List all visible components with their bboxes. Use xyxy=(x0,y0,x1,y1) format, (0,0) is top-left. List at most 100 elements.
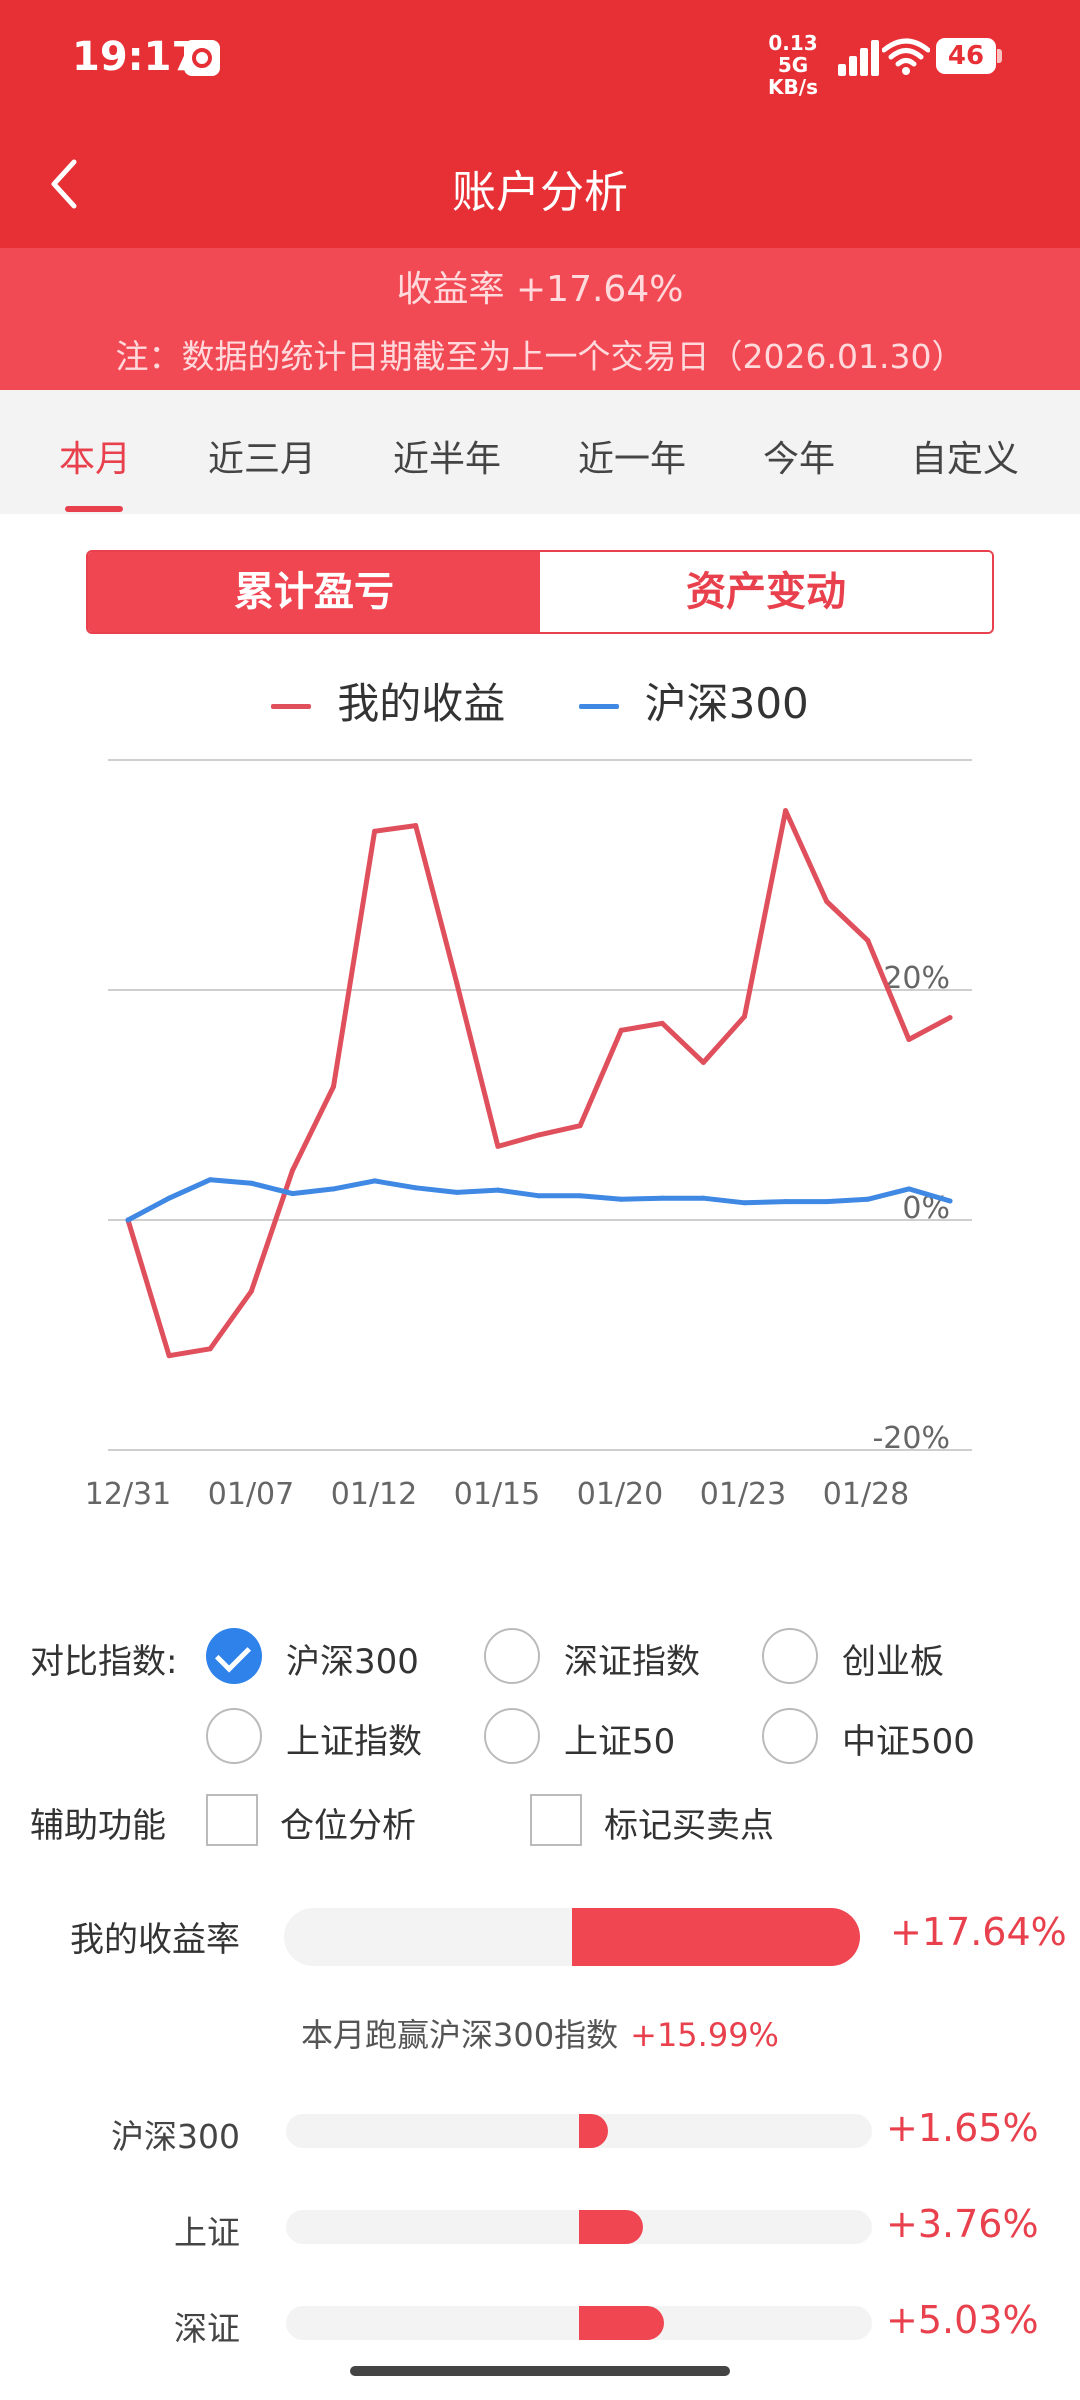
legend-label-my-return: 我的收益 xyxy=(337,679,506,728)
x-tick-label: 01/23 xyxy=(700,1477,786,1512)
data-point-my-return xyxy=(413,823,419,829)
data-point-hs300 xyxy=(248,1180,254,1186)
index-return-bar xyxy=(286,2306,872,2340)
data-point-my-return xyxy=(659,1020,665,1026)
compare-option-label: 深证指数 xyxy=(564,1642,700,1682)
data-point-hs300 xyxy=(331,1186,336,1192)
chart-series xyxy=(125,808,953,1359)
y-tick-label: -20% xyxy=(872,1421,950,1456)
series-line-my-return xyxy=(125,808,953,1359)
network-speed-unit: KB/s xyxy=(768,75,818,99)
radio-icon xyxy=(762,1708,818,1764)
data-point-hs300 xyxy=(372,1178,378,1184)
network-speed-value: 0.13 xyxy=(768,31,818,55)
wifi-icon xyxy=(882,38,930,75)
x-tick-label: 01/15 xyxy=(454,1477,540,1512)
index-return-bar-fill xyxy=(579,2306,664,2340)
page-title: 账户分析 xyxy=(452,167,628,218)
data-point-my-return xyxy=(289,1168,295,1174)
back-button[interactable] xyxy=(40,152,100,216)
outperform-value: +15.99% xyxy=(630,2016,779,2054)
index-return-bar xyxy=(286,2210,872,2244)
my-return-label: 我的收益率 xyxy=(70,1920,240,1960)
radio-icon xyxy=(206,1708,262,1764)
data-point-my-return xyxy=(577,1123,583,1129)
segment-cumulative-pnl[interactable]: 累计盈亏 xyxy=(88,552,540,632)
index-return-label: 沪深300 xyxy=(111,2117,240,2156)
data-point-my-return xyxy=(700,1059,706,1065)
compare-option-label: 上证50 xyxy=(564,1722,676,1762)
data-point-my-return xyxy=(166,1353,172,1359)
aux-function-label: 辅助功能 xyxy=(30,1806,166,1846)
data-point-my-return xyxy=(906,1036,912,1042)
tab-custom[interactable]: 自定义 xyxy=(910,439,1020,480)
index-return-label: 深证 xyxy=(174,2309,240,2348)
x-axis-ticks: 12/31 01/07 01/12 01/15 01/20 01/23 01/28 xyxy=(85,1477,909,1512)
y-tick-label: 20% xyxy=(883,961,950,996)
segment-asset-change[interactable]: 资产变动 xyxy=(540,552,992,632)
return-banner: 收益率 +17.64% 注：数据的统计日期截至为上一个交易日（2026.01.3… xyxy=(0,248,1080,390)
data-point-hs300 xyxy=(700,1195,706,1201)
chart-gridlines xyxy=(108,759,972,1451)
battery-level: 46 xyxy=(936,38,996,74)
index-return-value: +1.65% xyxy=(886,2106,1039,2150)
legend-my-return[interactable]: 我的收益 xyxy=(271,670,505,731)
return-rate: 收益率 +17.64% xyxy=(0,260,1080,312)
index-return-value: +5.03% xyxy=(886,2298,1039,2342)
data-point-hs300 xyxy=(413,1185,419,1191)
chart-legend: 我的收益 沪深300 xyxy=(0,670,1080,730)
data-point-hs300 xyxy=(742,1200,747,1206)
legend-label-hs300: 沪深300 xyxy=(644,679,809,728)
data-point-hs300 xyxy=(454,1189,460,1195)
index-return-label: 上证 xyxy=(174,2213,240,2252)
tab-one-year[interactable]: 近一年 xyxy=(577,439,687,480)
battery-icon: 46 xyxy=(936,38,1002,74)
app-header: 账户分析 xyxy=(0,120,1080,248)
return-line-chart[interactable]: 20%0%-20% 12/31 01/07 01/12 01/15 01/20 01/23… xyxy=(0,740,1080,1520)
data-point-my-return xyxy=(618,1027,624,1033)
tab-this-month[interactable]: 本月 xyxy=(58,439,132,480)
data-point-my-return xyxy=(536,1132,542,1138)
data-point-my-return xyxy=(947,1015,953,1021)
legend-swatch-hs300 xyxy=(578,704,619,709)
tab-this-year[interactable]: 今年 xyxy=(762,439,836,480)
data-point-hs300 xyxy=(865,1196,871,1202)
data-point-hs300 xyxy=(824,1199,830,1205)
radio-icon xyxy=(762,1628,818,1684)
index-return-bar-fill xyxy=(579,2114,609,2148)
data-point-hs300 xyxy=(659,1195,665,1201)
outperform-text: 本月跑赢沪深300指数 xyxy=(301,2016,619,2054)
status-bar: 19:17 0.13 5G KB/s 46 xyxy=(0,0,1080,120)
checked-radio-icon xyxy=(206,1628,262,1684)
compare-index-label: 对比指数: xyxy=(30,1642,178,1682)
data-point-hs300 xyxy=(207,1177,213,1183)
home-indicator[interactable] xyxy=(350,2366,730,2376)
legend-hs300[interactable]: 沪深300 xyxy=(578,670,809,731)
data-date-note: 注：数据的统计日期截至为上一个交易日（2026.01.30） xyxy=(115,337,965,376)
index-return-value: +3.76% xyxy=(886,2202,1039,2246)
radio-icon xyxy=(484,1708,540,1764)
data-point-hs300 xyxy=(947,1198,953,1204)
outperform-summary: 本月跑赢沪深300指数 +15.99% xyxy=(0,2010,1080,2056)
data-point-hs300 xyxy=(536,1193,542,1199)
return-rate-label: 收益率 xyxy=(396,269,505,310)
status-time: 19:17 xyxy=(72,34,200,80)
data-point-my-return xyxy=(783,808,789,814)
data-point-my-return xyxy=(495,1143,501,1149)
aux-option-label: 标记买卖点 xyxy=(604,1806,774,1846)
data-point-hs300 xyxy=(166,1195,172,1201)
data-point-my-return xyxy=(824,898,830,904)
app-notification-icon xyxy=(184,40,220,76)
my-return-bar-fill xyxy=(572,1908,860,1966)
checkbox-icon xyxy=(206,1794,258,1846)
x-tick-label: 12/31 xyxy=(85,1477,171,1512)
data-point-my-return xyxy=(865,938,871,944)
tab-three-months[interactable]: 近三月 xyxy=(207,439,317,480)
active-tab-indicator xyxy=(65,506,123,512)
tab-half-year[interactable]: 近半年 xyxy=(392,439,502,480)
data-point-hs300 xyxy=(495,1187,501,1193)
x-tick-label: 01/28 xyxy=(823,1477,909,1512)
data-point-hs300 xyxy=(577,1193,583,1199)
x-tick-label: 01/07 xyxy=(208,1477,294,1512)
data-point-my-return xyxy=(742,1013,747,1019)
